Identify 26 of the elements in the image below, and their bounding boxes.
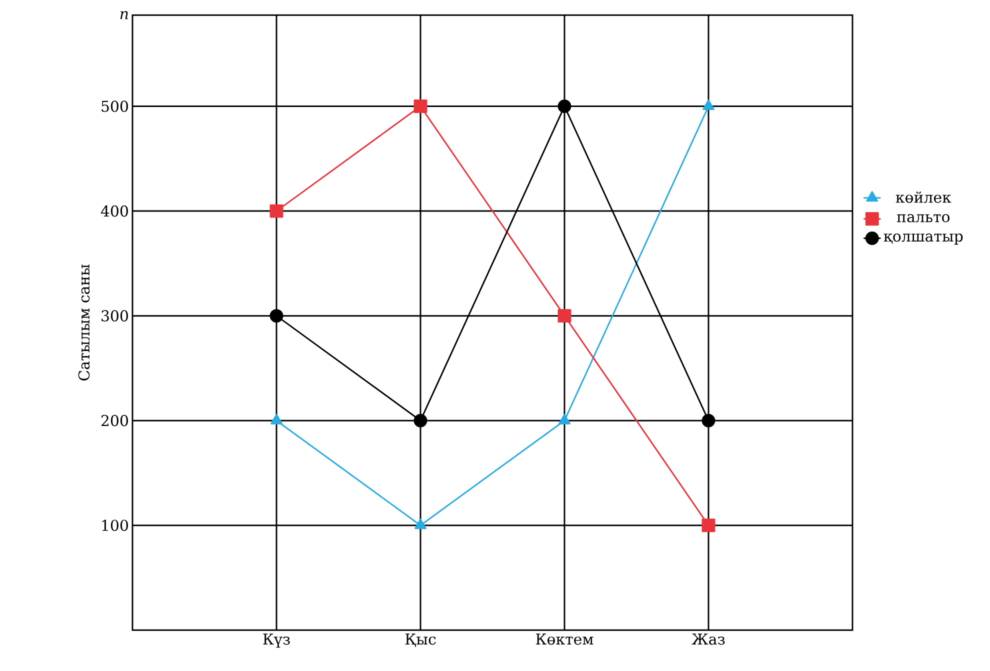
x-tick-label: Жаз [692,634,725,645]
y-tick-label: 500 [102,100,128,112]
y-tick-label: 100 [102,520,128,532]
point [414,100,428,114]
point [414,518,426,530]
legend-label: пальто [897,214,950,222]
point [702,414,716,428]
legend-label: қолшатыр [884,234,963,245]
x-tick-label: Қыс [405,634,436,647]
point [270,414,282,424]
point [558,309,572,323]
text: n [120,11,128,20]
x-tick-label: Көктем [536,634,594,645]
point [558,414,570,424]
legend-label: көйлек [896,192,952,203]
point [270,204,284,218]
y-axis-title: Сатылым саны [78,264,90,380]
point [414,414,428,428]
point [270,309,284,323]
x-tick-label: Күз [263,634,290,648]
point [558,100,572,114]
y-tick-label: 300 [102,310,128,322]
y-tick-label: 400 [100,205,128,217]
point [702,518,716,532]
y-tick-label: 200 [101,414,128,426]
point [702,100,714,110]
